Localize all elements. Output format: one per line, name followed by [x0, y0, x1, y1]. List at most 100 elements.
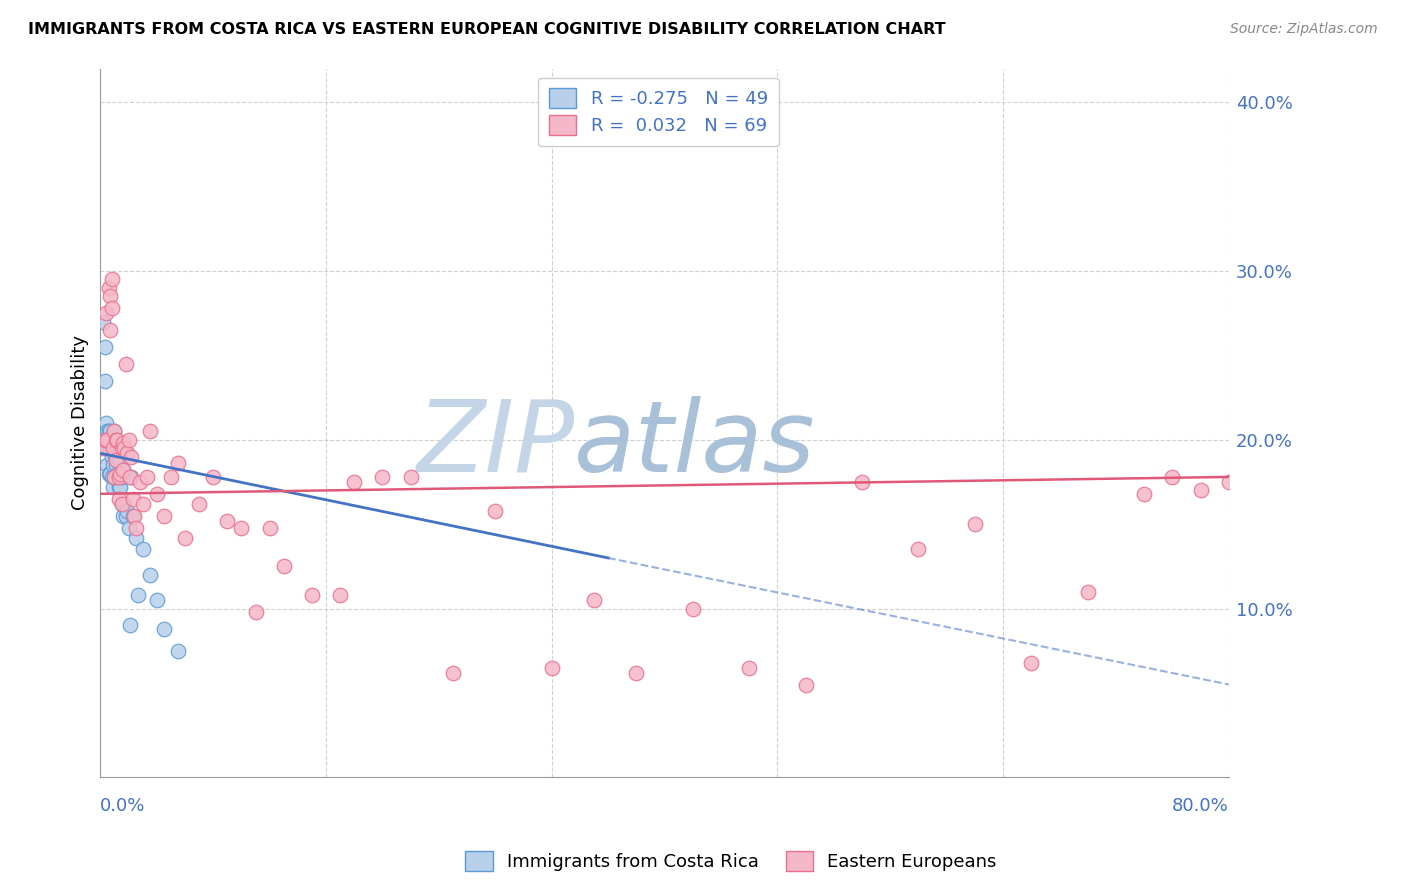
- Point: [146, 487, 169, 501]
- Point: [91, 442, 114, 456]
- Point: [98, 425, 121, 439]
- Point: [738, 660, 761, 674]
- Point: [626, 665, 648, 680]
- Point: [101, 458, 124, 472]
- Point: [146, 593, 169, 607]
- Point: [1077, 584, 1099, 599]
- Point: [153, 622, 176, 636]
- Point: [120, 470, 142, 484]
- Point: [108, 480, 131, 494]
- Point: [108, 467, 131, 481]
- Point: [188, 497, 211, 511]
- Point: [94, 442, 117, 456]
- Point: [101, 442, 124, 456]
- Point: [682, 601, 704, 615]
- Point: [96, 458, 118, 472]
- Point: [907, 542, 929, 557]
- Point: [100, 433, 122, 447]
- Point: [91, 315, 114, 329]
- Point: [131, 497, 153, 511]
- Point: [127, 588, 149, 602]
- Point: [96, 433, 118, 447]
- Point: [118, 470, 141, 484]
- Point: [104, 433, 127, 447]
- Point: [124, 531, 146, 545]
- Point: [117, 433, 139, 447]
- Legend: Immigrants from Costa Rica, Eastern Europeans: Immigrants from Costa Rica, Eastern Euro…: [458, 844, 1004, 879]
- Point: [104, 433, 127, 447]
- Point: [100, 301, 122, 315]
- Point: [399, 470, 422, 484]
- Point: [93, 374, 115, 388]
- Point: [441, 665, 464, 680]
- Point: [111, 463, 134, 477]
- Point: [110, 470, 132, 484]
- Point: [105, 442, 128, 456]
- Point: [794, 677, 817, 691]
- Point: [118, 618, 141, 632]
- Point: [111, 508, 134, 523]
- Text: IMMIGRANTS FROM COSTA RICA VS EASTERN EUROPEAN COGNITIVE DISABILITY CORRELATION : IMMIGRANTS FROM COSTA RICA VS EASTERN EU…: [28, 22, 946, 37]
- Point: [110, 497, 132, 511]
- Point: [259, 520, 281, 534]
- Point: [1161, 470, 1184, 484]
- Point: [112, 442, 135, 456]
- Point: [329, 588, 352, 602]
- Point: [103, 446, 125, 460]
- Text: ZIP: ZIP: [416, 396, 574, 492]
- Point: [1189, 483, 1212, 498]
- Point: [93, 340, 115, 354]
- Point: [124, 520, 146, 534]
- Point: [202, 470, 225, 484]
- Point: [160, 470, 183, 484]
- Point: [103, 425, 125, 439]
- Point: [115, 504, 138, 518]
- Point: [110, 442, 132, 456]
- Point: [122, 508, 145, 523]
- Point: [108, 453, 131, 467]
- Point: [138, 425, 160, 439]
- Point: [107, 480, 129, 494]
- Y-axis label: Cognitive Disability: Cognitive Disability: [72, 335, 89, 510]
- Point: [107, 446, 129, 460]
- Point: [153, 508, 176, 523]
- Point: [103, 470, 125, 484]
- Point: [120, 450, 142, 464]
- Point: [111, 436, 134, 450]
- Point: [104, 458, 127, 472]
- Point: [111, 463, 134, 477]
- Point: [98, 289, 121, 303]
- Point: [98, 467, 121, 481]
- Point: [167, 644, 190, 658]
- Point: [167, 457, 190, 471]
- Point: [101, 442, 124, 456]
- Point: [97, 467, 120, 481]
- Text: Source: ZipAtlas.com: Source: ZipAtlas.com: [1230, 22, 1378, 37]
- Point: [100, 470, 122, 484]
- Point: [94, 306, 117, 320]
- Text: atlas: atlas: [574, 396, 815, 492]
- Point: [107, 470, 129, 484]
- Point: [371, 470, 394, 484]
- Point: [115, 446, 138, 460]
- Point: [105, 467, 128, 481]
- Point: [100, 272, 122, 286]
- Point: [103, 425, 125, 439]
- Point: [96, 425, 118, 439]
- Point: [231, 520, 253, 534]
- Text: 0.0%: 0.0%: [100, 797, 146, 815]
- Point: [100, 450, 122, 464]
- Point: [93, 433, 115, 447]
- Point: [104, 453, 127, 467]
- Point: [112, 497, 135, 511]
- Point: [273, 559, 295, 574]
- Point: [245, 605, 267, 619]
- Point: [98, 442, 121, 456]
- Point: [174, 531, 197, 545]
- Point: [98, 323, 121, 337]
- Text: 80.0%: 80.0%: [1173, 797, 1229, 815]
- Point: [963, 517, 986, 532]
- Point: [484, 504, 506, 518]
- Point: [1019, 656, 1042, 670]
- Point: [94, 416, 117, 430]
